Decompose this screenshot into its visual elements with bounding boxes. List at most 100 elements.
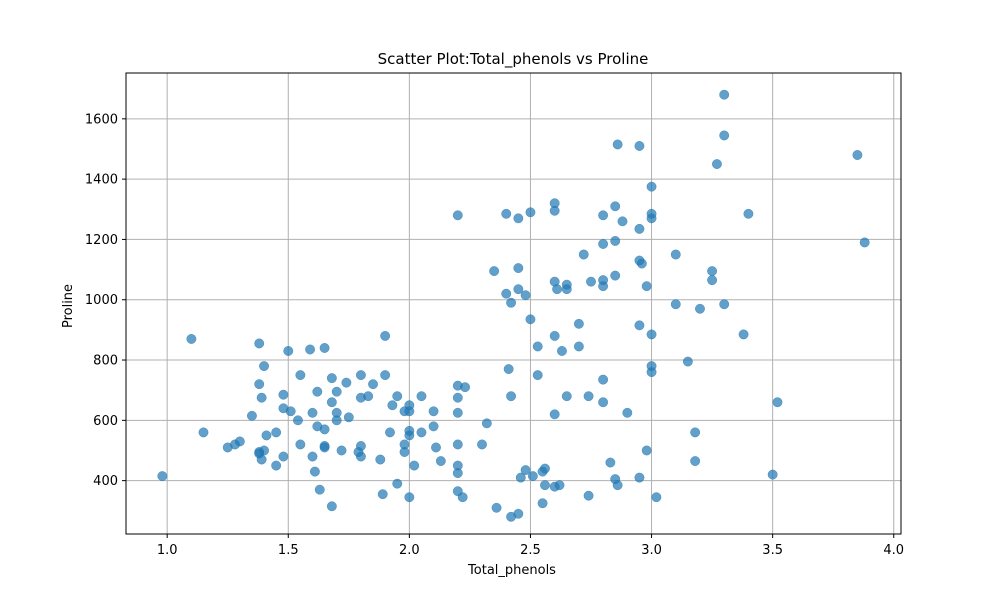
data-point: [336, 445, 347, 456]
data-point: [617, 216, 628, 227]
y-tick-label: 400: [93, 474, 118, 489]
plot-area-frame: [125, 72, 902, 535]
data-point: [416, 427, 427, 438]
data-point: [513, 508, 524, 519]
data-point: [278, 389, 289, 400]
data-point: [772, 397, 783, 408]
data-point: [711, 159, 722, 170]
data-point: [527, 471, 538, 482]
data-point: [532, 370, 543, 381]
data-point: [428, 406, 439, 417]
data-point: [309, 466, 320, 477]
data-point: [707, 275, 718, 286]
data-point: [380, 330, 391, 341]
data-point: [375, 454, 386, 465]
data-point: [256, 392, 267, 403]
x-tick-label: 3.0: [641, 543, 662, 558]
data-point: [343, 412, 354, 423]
data-point: [612, 139, 623, 150]
data-point: [605, 457, 616, 468]
y-tick-label: 600: [93, 414, 118, 429]
x-tick-label: 3.5: [762, 543, 783, 558]
data-point: [549, 409, 560, 420]
data-point: [404, 492, 415, 503]
data-point: [634, 472, 645, 483]
x-tick-label: 4.0: [883, 543, 904, 558]
data-point: [254, 338, 265, 349]
data-point: [540, 463, 550, 474]
data-point: [254, 379, 265, 390]
data-point: [452, 392, 463, 403]
data-point: [331, 415, 342, 426]
data-point: [477, 439, 487, 450]
data-point: [859, 237, 870, 248]
data-point: [295, 439, 306, 450]
data-point: [355, 451, 366, 462]
data-point: [491, 502, 502, 513]
data-point: [852, 150, 863, 160]
x-axis-label: Total_phenols: [467, 563, 556, 578]
data-point: [646, 181, 657, 192]
y-axis-label: Proline: [61, 284, 76, 328]
data-point: [634, 223, 645, 234]
data-point: [515, 472, 526, 483]
data-point: [634, 320, 645, 331]
data-point: [452, 210, 463, 221]
data-point: [622, 407, 633, 418]
data-point: [598, 239, 609, 249]
data-point: [157, 471, 168, 482]
data-point: [404, 406, 415, 417]
data-point: [385, 427, 395, 438]
data-point: [513, 263, 524, 274]
x-tick-label: 2.5: [520, 543, 541, 558]
data-point: [641, 445, 652, 456]
data-point: [598, 281, 609, 292]
data-point: [256, 454, 267, 465]
chart-title: Scatter Plot:Total_phenols vs Proline: [378, 50, 649, 69]
data-point: [377, 489, 388, 500]
x-axis-ticks: 1.0 1.5 2.0 2.5 3.0 3.5 4.0: [157, 534, 904, 558]
data-point: [246, 410, 257, 421]
data-point: [670, 249, 681, 260]
data-point: [719, 299, 730, 310]
data-point: [513, 284, 524, 295]
data-point: [326, 373, 337, 384]
data-point: [743, 208, 754, 219]
y-tick-label: 1000: [85, 293, 118, 308]
data-point: [380, 370, 391, 381]
x-tick-label: 2.0: [399, 543, 420, 558]
data-point: [707, 266, 718, 277]
data-point: [271, 460, 282, 471]
y-tick-label: 800: [93, 354, 118, 369]
data-point: [363, 391, 374, 402]
data-point: [198, 427, 209, 438]
data-point: [404, 430, 415, 441]
data-point: [525, 207, 536, 218]
data-point: [234, 436, 245, 447]
data-point: [481, 418, 492, 429]
data-point: [307, 407, 318, 418]
data-point: [549, 330, 560, 341]
data-point: [319, 442, 330, 453]
data-point: [307, 451, 318, 462]
data-point: [452, 468, 463, 479]
data-point: [525, 314, 536, 325]
data-point: [293, 415, 303, 426]
data-point: [552, 284, 563, 295]
data-point: [399, 447, 410, 457]
data-point: [586, 276, 596, 287]
data-point: [719, 130, 730, 141]
data-point: [278, 451, 289, 462]
data-point: [520, 465, 531, 476]
data-point: [561, 284, 572, 295]
data-point: [532, 341, 543, 352]
data-point: [387, 400, 398, 411]
data-point: [326, 397, 337, 408]
data-point: [540, 480, 550, 491]
data-point: [312, 386, 323, 397]
data-point: [646, 329, 657, 340]
data-point: [719, 89, 730, 100]
data-point: [285, 406, 296, 417]
y-axis-ticks: 400 600 800 1000 1200 1400 1600: [85, 112, 126, 489]
